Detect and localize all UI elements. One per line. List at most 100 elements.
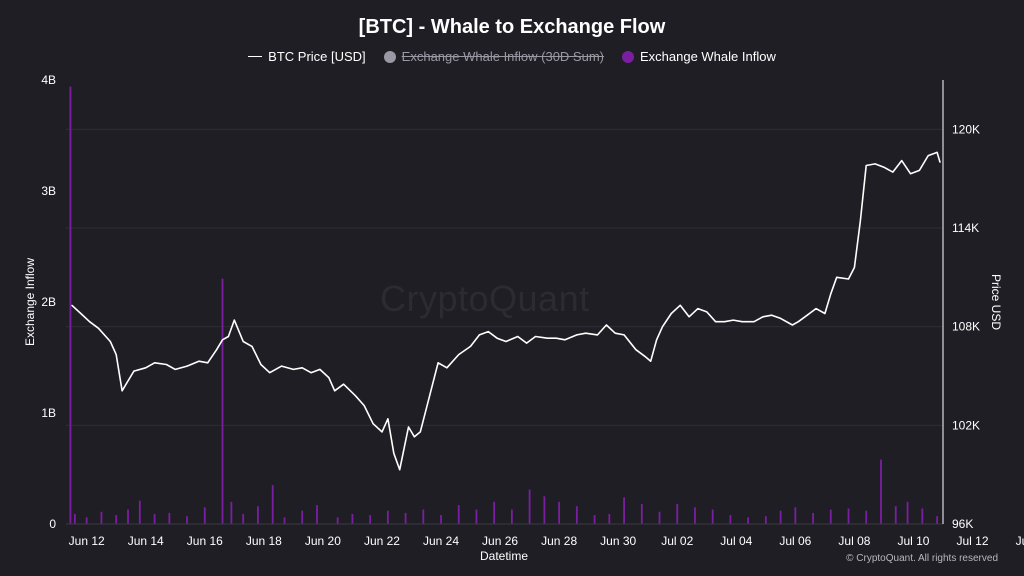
y-right-tick-label: 120K [952,122,980,136]
price-point [576,334,578,336]
inflow-bar [100,511,103,524]
x-tick-label: Jun 12 [69,534,105,548]
inflow-bar [386,510,389,524]
price-point [741,321,743,323]
inflow-bar [138,500,141,524]
inflow-bar [221,278,224,524]
price-point [310,372,312,374]
legend-item-inflow[interactable]: Exchange Whale Inflow [621,49,776,64]
inflow-bar [829,509,832,524]
legend-item-inflow-30d[interactable]: Exchange Whale Inflow (30D Sum) [383,49,604,64]
price-point [446,367,448,369]
price-point [650,360,652,362]
x-tick-label: Jul 08 [838,534,870,548]
price-point [319,368,321,371]
price-point [419,431,421,433]
y-left-axis-title: Exchange Inflow [23,258,37,346]
price-point [496,337,498,339]
price-point [215,349,218,351]
gridlines [66,128,943,426]
price-point [670,312,672,315]
price-point [753,321,755,323]
inflow-bar [85,517,88,524]
x-tick-label: Jul 12 [957,534,989,548]
price-point [614,332,616,334]
inflow-bar [764,516,767,524]
price-point [771,314,773,316]
price-point [797,321,799,323]
price-point [342,383,345,385]
x-tick-label: Jul 06 [779,534,811,548]
watermark: CryptoQuant [380,278,590,319]
price-point [328,377,330,379]
x-tick-label: Jun 28 [541,534,577,548]
price-point [89,321,91,323]
price-point [133,370,135,372]
price-point [517,335,519,338]
price-point [292,368,294,371]
price-point [706,311,708,313]
price-line [71,151,941,471]
inflow-bar [906,501,909,524]
inflow-bar [711,509,714,524]
price-point [555,337,557,339]
inflow-bar [271,485,274,524]
price-point [381,431,383,433]
legend: BTC Price [USD] Exchange Whale Inflow (3… [0,49,1024,64]
y-right-tick-label: 96K [952,517,973,531]
price-point [847,278,850,280]
y-right-axis-title: Price USD [989,274,1003,330]
price-point [688,316,690,318]
price-point [830,293,832,295]
price-point [280,365,283,367]
inflow-bar [73,514,76,524]
price-point [437,362,439,364]
price-point [387,418,389,420]
y-left-tick-label: 4B [41,73,56,87]
y-right-tick-label: 114K [952,221,979,235]
inflow-bar [404,512,407,524]
legend-item-price[interactable]: BTC Price [USD] [248,49,366,64]
inflow-bar [921,508,924,524]
price-point [815,307,817,310]
price-point [939,161,941,163]
price-point [233,319,235,321]
price-point [121,390,123,392]
price-point [478,334,481,336]
price-point [927,155,929,157]
x-tick-label: Jul 02 [661,534,693,548]
inflow-bar [457,505,460,524]
price-point [80,312,82,315]
price-point [153,362,156,364]
inflow-bar [558,501,561,524]
inflow-bar [115,515,118,524]
price-point [269,372,271,374]
x-tick-label: Jul 10 [897,534,929,548]
x-tick-label: Jun 18 [246,534,282,548]
inflow-bars [69,86,938,524]
inflow-bar [936,516,938,524]
inflow-bar [779,510,782,524]
legend-dot-icon [621,50,634,63]
y-left-tick-label: 2B [41,295,56,309]
inflow-bar [69,86,72,524]
price-point [198,360,200,362]
inflow-bar [493,501,496,524]
y-left-tick-label: 3B [41,184,56,198]
price-point [723,321,726,323]
copyright-text: © CryptoQuant. All rights reserved [846,553,998,564]
price-point [679,304,681,306]
inflow-bar [475,509,478,524]
price-point [526,342,528,344]
inflow-bar [894,506,897,524]
inflow-bar [440,515,442,524]
x-tick-label: Jun 24 [423,534,459,548]
y-left-tick-label: 1B [41,406,56,420]
price-point [115,354,117,356]
x-tick-label: Jun 30 [600,534,636,548]
x-axis-title: Datetime [480,549,528,563]
price-point [458,354,460,356]
legend-label-price: BTC Price [USD] [268,49,366,64]
inflow-bar [127,509,129,524]
y-right-tick-label: 102K [952,418,980,432]
